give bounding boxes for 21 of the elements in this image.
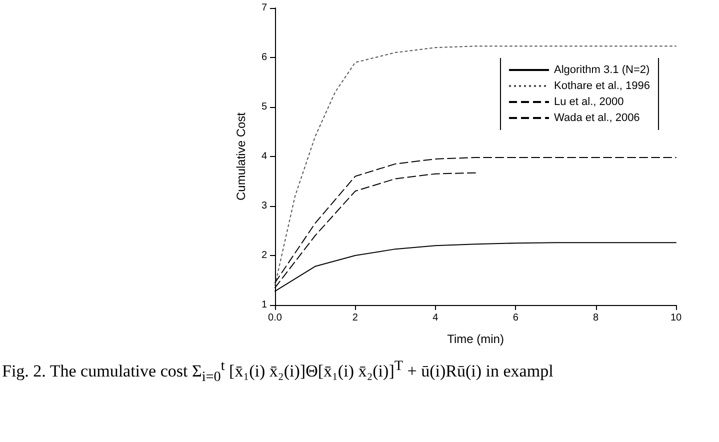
y-tick-label: 6 bbox=[261, 52, 268, 63]
legend-label: Lu et al., 2000 bbox=[554, 95, 624, 110]
y-tick-label: 7 bbox=[261, 2, 268, 14]
x-tick-label: 8 bbox=[593, 312, 600, 324]
x-tick-label: 4 bbox=[432, 312, 439, 324]
legend-label: Kothare et al., 1996 bbox=[554, 79, 650, 94]
x-tick-label: 0.0 bbox=[268, 312, 282, 324]
legend-label: Algorithm 3.1 (N=2) bbox=[554, 63, 650, 78]
y-tick-label: 4 bbox=[261, 151, 268, 162]
y-axis-title: Cumulative Cost bbox=[234, 112, 248, 201]
y-tick-label: 2 bbox=[261, 250, 268, 261]
caption: Fig. 2. The cumulative cost Σ$_{i=0}$$^{t}$ [x̄₁(i) x̄₂(i)]Θ[x̄₁(i) x̄₂(i)]$^{T}$ + ū(i)Rū(i) in exampl bbox=[1, 358, 554, 386]
x-tick-label: 10 bbox=[670, 312, 682, 324]
x-tick-label: 6 bbox=[512, 312, 519, 324]
legend-label: Wada et al., 2006 bbox=[554, 111, 640, 126]
y-tick-label: 3 bbox=[261, 200, 268, 212]
x-tick-label: 2 bbox=[352, 312, 358, 324]
line-series bbox=[274, 46, 676, 286]
y-tick-label: 5 bbox=[261, 102, 268, 112]
y-tick-label: 1 bbox=[261, 300, 268, 310]
x-axis-title: Time (min) bbox=[447, 332, 504, 346]
